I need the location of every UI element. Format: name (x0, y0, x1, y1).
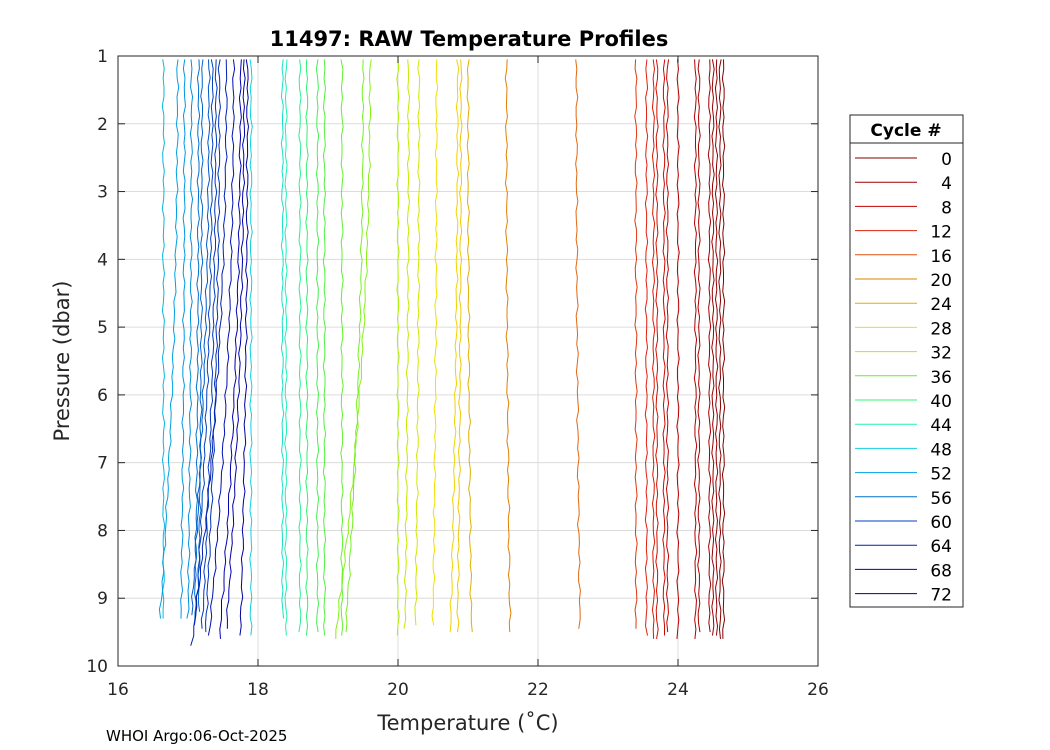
y-tick-label: 5 (97, 318, 108, 338)
legend-label-44: 44 (930, 416, 952, 436)
profile-cycle-46 (280, 59, 285, 619)
profile-cycle-61 (200, 59, 218, 629)
legend-label-72: 72 (930, 586, 952, 606)
y-tick-label: 1 (97, 47, 108, 67)
profile-cycle-7 (676, 59, 680, 639)
axis-ticks: 16 18 20 22 24 26 1 2 3 4 5 6 7 8 9 10 (86, 47, 828, 700)
x-tick-label: 22 (527, 680, 549, 700)
profile-cycle-60 (193, 59, 214, 626)
profile-cycle-64 (190, 59, 228, 646)
x-tick-label: 18 (247, 680, 269, 700)
legend-label-0: 0 (941, 150, 952, 170)
profile-cycle-20 (504, 59, 512, 633)
profile-cycle-37 (322, 59, 327, 636)
profile-lines (158, 59, 726, 646)
y-tick-label: 8 (97, 521, 108, 541)
profile-cycle-4 (707, 59, 712, 633)
legend-label-64: 64 (930, 537, 952, 557)
legend-label-8: 8 (941, 198, 952, 218)
profile-cycle-5 (697, 59, 701, 633)
profile-cycle-32 (396, 59, 400, 636)
y-axis-title: Pressure (dbar) (50, 281, 74, 442)
legend-label-68: 68 (930, 561, 952, 581)
profile-cycle-48 (249, 59, 253, 636)
profile-cycle-18 (575, 59, 581, 629)
legend-label-4: 4 (941, 174, 952, 194)
y-tick-label: 4 (97, 250, 108, 270)
profile-cycle-44 (284, 59, 288, 636)
legend-label-16: 16 (930, 247, 952, 267)
profile-cycle-9 (662, 59, 666, 636)
profile-cycle-58 (191, 59, 211, 616)
profile-cycle-35 (345, 59, 365, 633)
y-tick-label: 9 (97, 589, 108, 609)
legend-label-28: 28 (930, 319, 952, 339)
x-tick-label: 16 (107, 680, 129, 700)
profile-cycle-54 (186, 59, 194, 619)
legend: Cycle # 04812162024283236404448525660646… (849, 114, 964, 608)
profile-cycle-62 (205, 59, 221, 633)
profile-cycle-42 (298, 59, 302, 633)
profile-cycle-34 (335, 59, 372, 639)
legend-label-40: 40 (930, 392, 952, 412)
y-tick-label: 3 (97, 183, 108, 203)
profile-cycle-12 (644, 59, 649, 636)
legend-label-24: 24 (930, 295, 952, 315)
x-tick-label: 20 (387, 680, 409, 700)
profile-cycle-53 (180, 59, 186, 619)
chart-title: 11497: RAW Temperature Profiles (270, 27, 669, 51)
profile-cycle-70 (226, 59, 246, 629)
x-tick-label: 24 (667, 680, 689, 700)
profile-cycle-57 (197, 59, 204, 612)
profile-cycle-50 (161, 59, 166, 619)
legend-label-60: 60 (930, 513, 952, 533)
profile-cycle-24 (466, 59, 473, 633)
legend-label-12: 12 (930, 223, 952, 243)
plot-frame (117, 55, 819, 667)
x-axis-title: Temperature (˚C) (376, 711, 558, 735)
legend-label-48: 48 (930, 440, 952, 460)
profile-cycle-72 (239, 59, 249, 636)
y-tick-label: 7 (97, 454, 108, 474)
legend-label-56: 56 (930, 489, 952, 509)
profile-cycle-3 (711, 59, 715, 636)
profile-cycle-38 (315, 59, 320, 633)
profile-cycle-66 (207, 59, 236, 636)
profile-cycle-8 (665, 59, 670, 633)
profile-cycle-2 (714, 59, 719, 636)
profile-cycle-36 (340, 59, 344, 636)
x-tick-label: 26 (807, 680, 829, 700)
profile-cycle-26 (456, 59, 463, 633)
legend-label-36: 36 (930, 368, 952, 388)
y-tick-label: 6 (97, 386, 108, 406)
profile-cycle-10 (655, 59, 659, 639)
profile-cycle-31 (403, 59, 411, 629)
profile-cycle-14 (634, 59, 638, 629)
legend-label-32: 32 (930, 344, 952, 364)
profile-cycle-56 (194, 59, 201, 622)
profile-cycle-11 (651, 59, 656, 639)
legend-title: Cycle # (870, 121, 941, 141)
footer-credit: WHOI Argo:06-Oct-2025 (106, 727, 287, 745)
legend-box (849, 114, 964, 608)
profile-cycle-0 (721, 59, 726, 639)
y-tick-label: 10 (86, 657, 108, 677)
profile-cycle-27 (449, 59, 460, 633)
profile-cycle-52 (158, 59, 180, 619)
profile-cycle-40 (305, 59, 309, 636)
profile-cycle-30 (414, 59, 421, 626)
legend-label-20: 20 (930, 271, 952, 291)
y-tick-label: 2 (97, 115, 108, 135)
profile-cycle-1 (718, 59, 722, 639)
profile-cycle-6 (693, 59, 698, 639)
profile-cycle-68 (219, 59, 242, 639)
legend-label-52: 52 (930, 465, 952, 485)
profile-cycle-28 (431, 59, 439, 626)
